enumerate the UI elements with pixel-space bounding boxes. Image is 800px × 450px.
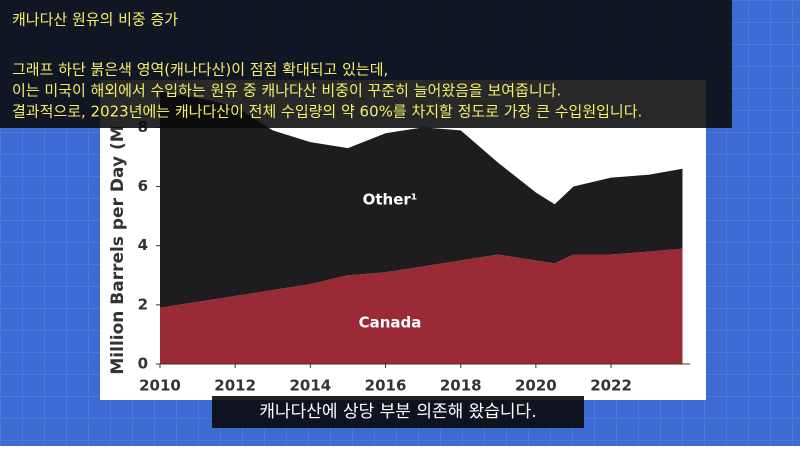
y-tick-label: 6 xyxy=(138,177,148,195)
series-label: Other¹ xyxy=(363,191,418,209)
caption: 캐나다산에 상당 부분 의존해 왔습니다. xyxy=(259,402,536,422)
x-tick-label: 2014 xyxy=(289,377,331,395)
overlay-line: 이는 미국이 해외에서 수입하는 원유 중 캐나다산 비중이 꾸준히 늘어왔음을… xyxy=(12,82,561,100)
y-tick-label: 0 xyxy=(138,355,148,373)
plot: CanadaOther¹0246820102012201420162018202… xyxy=(108,91,690,395)
x-tick-label: 2012 xyxy=(214,377,256,395)
x-tick-label: 2020 xyxy=(515,377,557,395)
x-tick-label: 2018 xyxy=(440,377,482,395)
x-tick-label: 2010 xyxy=(139,377,181,395)
x-tick-label: 2022 xyxy=(590,377,632,395)
overlay-line: 그래프 하단 붉은색 영역(캐나다산)이 점점 확대되고 있는데, xyxy=(12,61,388,79)
caption-box xyxy=(212,396,584,428)
overlay-line: 결과적으로, 2023년에는 캐나다산이 전체 수입량의 약 60%를 차지할 … xyxy=(12,103,642,121)
overlay-box xyxy=(0,0,732,128)
overlay-title: 캐나다산 원유의 비중 증가 xyxy=(12,11,178,29)
series-label: Canada xyxy=(359,314,422,332)
area xyxy=(160,248,683,364)
x-tick-label: 2016 xyxy=(365,377,407,395)
area xyxy=(160,91,683,308)
y-axis-label: Million Barrels per Day (M xyxy=(108,125,128,374)
y-tick-label: 2 xyxy=(138,295,148,313)
y-tick-label: 4 xyxy=(138,236,148,254)
